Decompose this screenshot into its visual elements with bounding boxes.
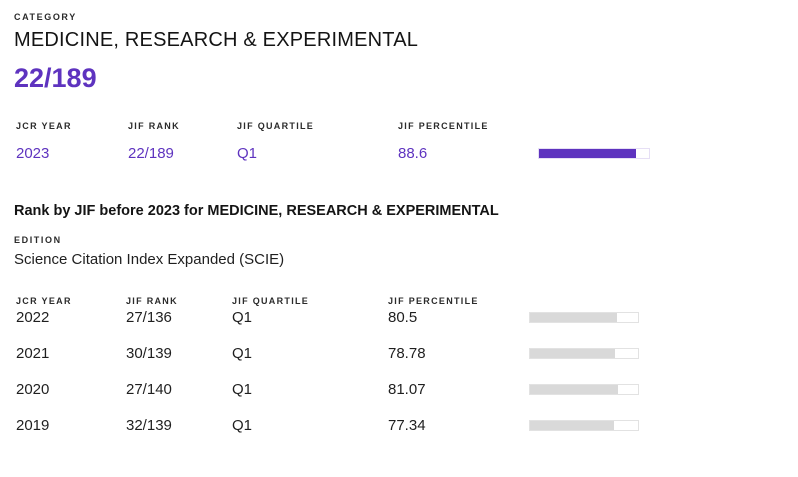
jif-percentile-value: 81.07	[388, 380, 426, 398]
jif-quartile-value: Q1	[232, 308, 253, 326]
table-row: 2020 27/140 Q1 81.07	[16, 378, 784, 400]
percentile-progress-fill	[539, 149, 637, 158]
jif-rank-value: 32/139	[126, 416, 172, 434]
header-jif-quartile: JIF QUARTILE	[232, 296, 310, 306]
jif-percentile-value: 78.78	[388, 344, 426, 362]
edition-label: EDITION	[14, 235, 62, 245]
percentile-progress-fill	[530, 384, 618, 394]
percentile-progress-bar	[538, 148, 650, 159]
header-jif-rank: JIF RANK	[128, 121, 180, 131]
jif-rank-value: 22/189	[128, 145, 174, 162]
history-jif-table: JCR YEAR JIF RANK JIF QUARTILE JIF PERCE…	[14, 296, 784, 436]
jcr-year-value: 2023	[16, 145, 50, 162]
jcr-year-value: 2019	[16, 416, 50, 434]
category-rank-value: 22/189	[14, 63, 97, 93]
jif-percentile-value: 77.34	[388, 416, 426, 434]
table-row: 2021 30/139 Q1 78.78	[16, 342, 784, 364]
history-section-title: Rank by JIF before 2023 for MEDICINE, RE…	[14, 203, 499, 219]
jif-quartile-value: Q1	[237, 145, 258, 162]
jif-percentile-value: 80.5	[388, 308, 418, 326]
percentile-progress-bar	[529, 311, 639, 323]
table-row: 2019 32/139 Q1 77.34	[16, 414, 784, 436]
jif-quartile-value: Q1	[232, 416, 253, 434]
percentile-progress-bar	[529, 347, 639, 359]
category-name: MEDICINE, RESEARCH & EXPERIMENTAL	[14, 29, 419, 51]
header-jcr-year: JCR YEAR	[16, 121, 72, 131]
percentile-progress-bar	[529, 383, 639, 395]
edition-value: Science Citation Index Expanded (SCIE)	[14, 251, 285, 268]
jcr-year-value: 2021	[16, 344, 50, 362]
percentile-progress-fill	[530, 348, 616, 358]
table-header-row: JCR YEAR JIF RANK JIF QUARTILE JIF PERCE…	[16, 121, 784, 131]
jif-rank-value: 30/139	[126, 344, 172, 362]
header-jif-percentile: JIF PERCENTILE	[398, 121, 489, 131]
category-label: CATEGORY	[14, 12, 77, 22]
jcr-year-value: 2022	[16, 308, 50, 326]
percentile-progress-fill	[530, 312, 617, 322]
current-jif-table: JCR YEAR JIF RANK JIF QUARTILE JIF PERCE…	[14, 121, 784, 162]
history-section: Rank by JIF before 2023 for MEDICINE, RE…	[14, 203, 784, 268]
table-row: 2022 27/136 Q1 80.5	[16, 306, 784, 328]
category-section: CATEGORY MEDICINE, RESEARCH & EXPERIMENT…	[14, 12, 784, 94]
jif-quartile-value: Q1	[232, 380, 253, 398]
jif-rank-value: 27/136	[126, 308, 172, 326]
table-row: 2023 22/189 Q1 88.6	[16, 145, 784, 162]
header-jif-percentile: JIF PERCENTILE	[388, 296, 479, 306]
jcr-year-value: 2020	[16, 380, 50, 398]
header-jif-quartile: JIF QUARTILE	[237, 121, 315, 131]
jcr-category-rank-page: CATEGORY MEDICINE, RESEARCH & EXPERIMENT…	[14, 12, 784, 436]
jif-percentile-value: 88.6	[398, 145, 428, 162]
jif-quartile-value: Q1	[232, 344, 253, 362]
percentile-progress-fill	[530, 420, 614, 430]
jif-rank-value: 27/140	[126, 380, 172, 398]
header-jif-rank: JIF RANK	[126, 296, 178, 306]
header-jcr-year: JCR YEAR	[16, 296, 72, 306]
percentile-progress-bar	[529, 419, 639, 431]
table-header-row: JCR YEAR JIF RANK JIF QUARTILE JIF PERCE…	[16, 296, 784, 306]
